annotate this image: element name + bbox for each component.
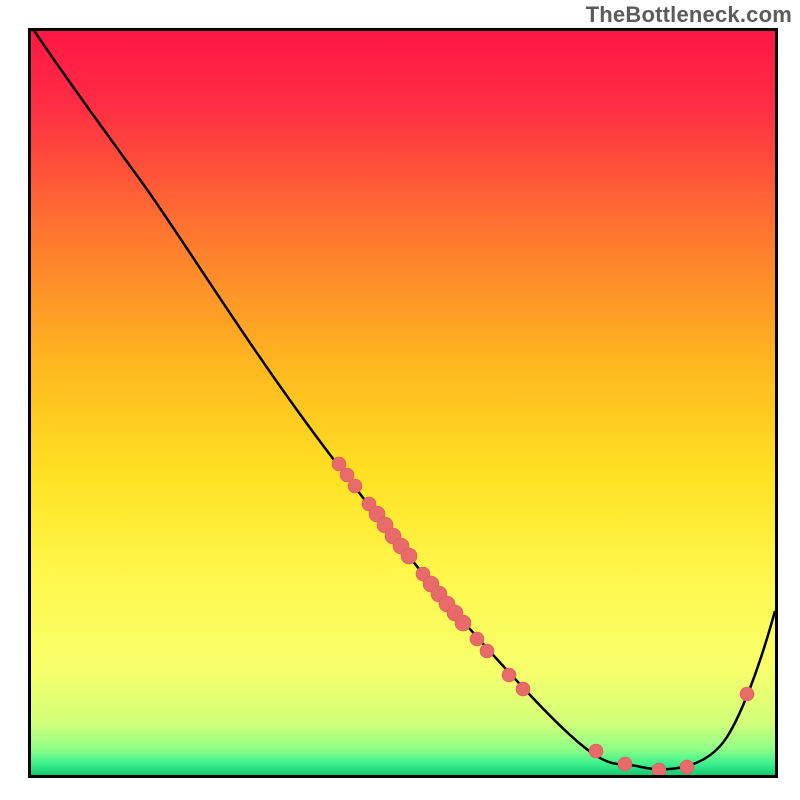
marker-point (348, 479, 362, 493)
marker-point (516, 682, 530, 696)
marker-point (480, 644, 494, 658)
marker-point (740, 687, 754, 701)
marker-point (589, 744, 603, 758)
marker-point (680, 760, 694, 774)
marker-point (652, 763, 666, 775)
marker-point (618, 757, 632, 771)
marker-point (401, 548, 417, 564)
marker-point (455, 615, 471, 631)
plot-area (28, 28, 778, 778)
plot-svg (31, 31, 775, 775)
watermark-text: TheBottleneck.com (586, 2, 792, 28)
marker-point (502, 668, 516, 682)
chart-container: TheBottleneck.com (0, 0, 800, 800)
marker-point (470, 632, 484, 646)
background-gradient (31, 31, 775, 775)
